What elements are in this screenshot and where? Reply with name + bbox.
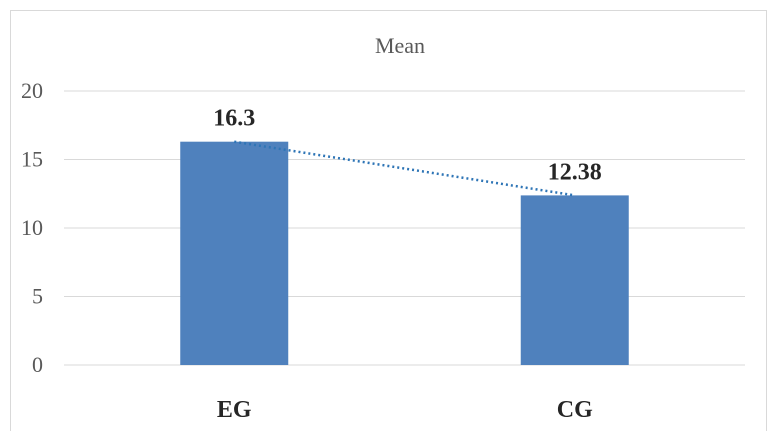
y-axis-ticks: 0 5 10 15 20 bbox=[21, 78, 43, 377]
x-axis-categories: EG CG bbox=[217, 397, 593, 423]
gridlines bbox=[64, 90, 745, 366]
data-labels: 16.3 12.38 bbox=[213, 106, 602, 186]
chart-frame bbox=[10, 10, 767, 431]
y-tick-label: 10 bbox=[21, 215, 43, 240]
y-tick-label: 20 bbox=[21, 78, 43, 103]
y-tick-label: 5 bbox=[32, 284, 43, 309]
bar-cg bbox=[520, 195, 629, 365]
x-category-label: EG bbox=[217, 397, 252, 423]
x-category-label: CG bbox=[557, 397, 593, 423]
y-tick-label: 15 bbox=[21, 147, 43, 172]
bars bbox=[180, 141, 629, 365]
y-tick-label: 0 bbox=[32, 352, 43, 377]
data-label-eg: 16.3 bbox=[213, 106, 255, 132]
chart-title: Mean bbox=[375, 33, 425, 58]
data-label-cg: 12.38 bbox=[548, 159, 602, 185]
bar-eg bbox=[180, 141, 289, 365]
